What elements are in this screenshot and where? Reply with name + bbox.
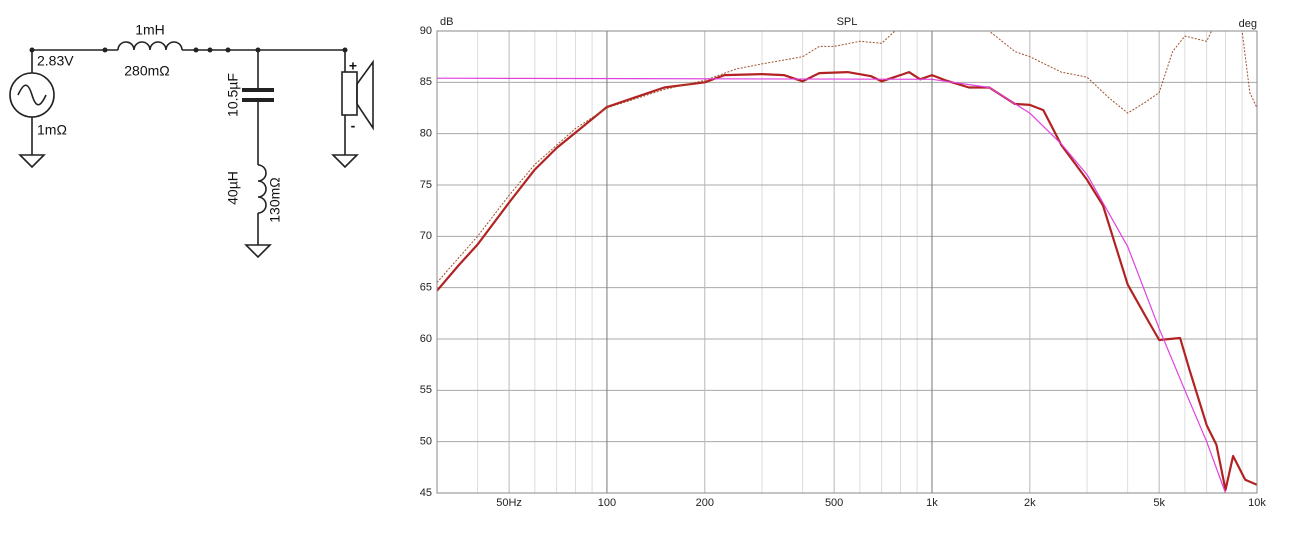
x-tick-label: 500 [825,497,843,509]
ground [18,154,46,169]
x-tick-label: 50Hz [496,497,522,509]
grid: 45 50 55 60 65 70 75 80 85 90 50Hz 100 200 500 1k 2k 5k 1… [420,25,1267,509]
y-tick-label: 75 [420,179,432,191]
y-axis-label: dB [440,16,453,28]
series-line [437,31,1257,283]
inductor [257,164,267,214]
label: + [349,58,357,74]
plot-area [437,31,1257,493]
label: 130mΩ [267,177,283,223]
node [29,47,35,53]
schematic: 2.83V 1mΩ 1mH 280mΩ 10.5µF 40µH 130mΩ + … [9,22,374,259]
x-tick-label: 1k [926,497,938,509]
label: 10.5µF [225,73,241,117]
ground [331,154,359,169]
series-line [437,71,1257,491]
label: 2.83V [37,53,74,69]
label: 40µH [225,171,241,205]
x-tick-label: 2k [1024,497,1036,509]
x-tick-label: 200 [696,497,714,509]
y2-axis-label: deg [1239,18,1257,30]
y-tick-label: 45 [420,487,432,499]
label: 1mΩ [37,122,67,138]
y-tick-label: 80 [420,128,432,140]
x-tick-label: 5k [1153,497,1165,509]
node [102,47,108,53]
y-tick-label: 85 [420,76,432,88]
node [193,47,199,53]
label: - [351,118,356,134]
speaker-body [341,71,358,116]
x-tick-label: 10k [1248,497,1266,509]
speaker-cone [356,59,374,131]
y-tick-label: 65 [420,282,432,294]
x-tick-label: 100 [598,497,616,509]
label: 280mΩ [124,63,170,79]
y-tick-label: 60 [420,333,432,345]
label: 1mH [135,22,165,38]
y-tick-label: 90 [420,25,432,37]
sine-symbol [17,84,47,106]
y-tick-label: 50 [420,436,432,448]
inductor [117,41,183,51]
y-tick-label: 70 [420,230,432,242]
y-tick-label: 55 [420,384,432,396]
node [225,47,231,53]
plot-frame [436,30,1258,494]
chart-title: SPL [837,16,858,28]
ground [244,244,272,259]
series-line [437,77,1227,493]
node [207,47,213,53]
